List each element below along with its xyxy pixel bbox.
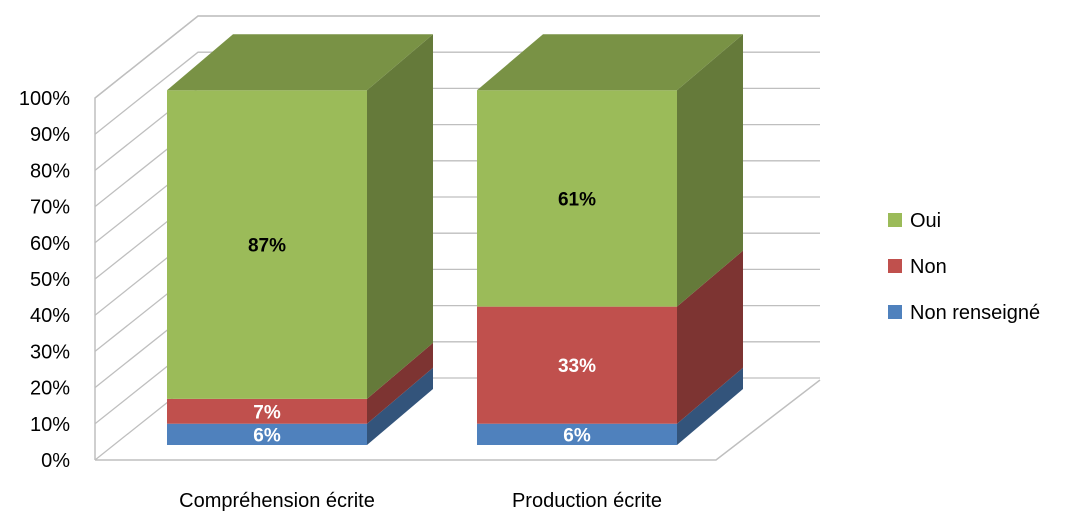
bar-front bbox=[477, 90, 677, 307]
y-tick-label: 0% bbox=[41, 450, 70, 472]
legend-swatch bbox=[888, 213, 902, 227]
data-label: 7% bbox=[253, 402, 281, 423]
category-label: Production écrite bbox=[512, 490, 662, 512]
bar-top bbox=[477, 34, 743, 91]
legend-swatch bbox=[888, 259, 902, 273]
y-tick-label: 60% bbox=[30, 233, 70, 255]
y-tick-label: 10% bbox=[30, 414, 70, 436]
bar-segment-non-0 bbox=[167, 342, 433, 424]
bar-side bbox=[677, 34, 743, 307]
bar-segment-oui-0 bbox=[167, 34, 433, 399]
bar-side bbox=[367, 342, 433, 424]
data-label: 6% bbox=[563, 425, 591, 446]
y-axis-ticks: 0% 10% 20% 30% 40% 50% 60% 70% 80% 90% 100% bbox=[19, 88, 70, 472]
bar-segment-oui-1 bbox=[477, 34, 743, 307]
y-tick-label: 20% bbox=[30, 378, 70, 400]
y-tick-label: 30% bbox=[30, 341, 70, 363]
y-tick-label: 40% bbox=[30, 305, 70, 327]
bar-front bbox=[167, 398, 367, 424]
y-tick-label: 100% bbox=[19, 88, 70, 110]
bar-side bbox=[367, 367, 433, 445]
legend-item: Non bbox=[888, 256, 947, 278]
bar-front bbox=[477, 306, 677, 424]
bar-front bbox=[167, 423, 367, 445]
legend-swatch bbox=[888, 305, 902, 319]
y-tick-label: 90% bbox=[30, 124, 70, 146]
legend-label: Non bbox=[910, 256, 947, 278]
bar-top bbox=[167, 34, 433, 91]
data-label: 61% bbox=[558, 189, 596, 210]
bar-segment-non-renseigné-0 bbox=[167, 367, 433, 445]
legend: Oui Non Non renseigné bbox=[888, 210, 1040, 324]
gridline bbox=[94, 15, 820, 99]
bar-front bbox=[167, 90, 367, 399]
bar-side bbox=[367, 34, 433, 399]
legend-item: Non renseigné bbox=[888, 302, 1040, 324]
data-label: 33% bbox=[558, 356, 596, 377]
floor-edge bbox=[95, 379, 821, 461]
bars bbox=[167, 34, 743, 445]
data-labels: 6%7%87%6%33%61% bbox=[248, 189, 596, 446]
y-tick-label: 50% bbox=[30, 269, 70, 291]
legend-item: Oui bbox=[888, 210, 941, 232]
data-label: 87% bbox=[248, 236, 286, 257]
legend-label: Non renseigné bbox=[910, 302, 1040, 324]
legend-label: Oui bbox=[910, 210, 941, 232]
bar-side bbox=[677, 250, 743, 424]
y-tick-label: 70% bbox=[30, 197, 70, 219]
bar-segment-non-renseigné-1 bbox=[477, 367, 743, 445]
y-tick-label: 80% bbox=[30, 160, 70, 182]
x-axis-categories: Compréhension écrite Production écrite bbox=[179, 490, 662, 512]
bar-side bbox=[677, 367, 743, 445]
bar-segment-non-1 bbox=[477, 250, 743, 424]
category-label: Compréhension écrite bbox=[179, 490, 375, 512]
data-label: 6% bbox=[253, 425, 281, 446]
bar-front bbox=[477, 423, 677, 445]
